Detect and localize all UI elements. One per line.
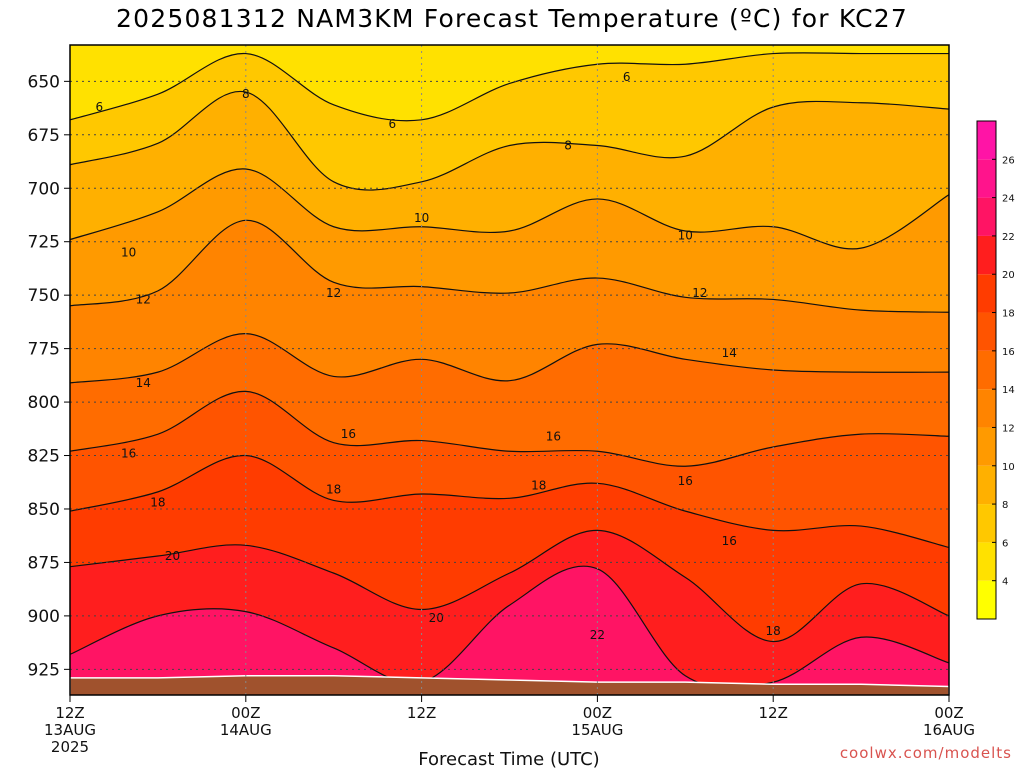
colorbar-segment [977, 350, 996, 390]
y-tick-label: 725 [28, 233, 60, 253]
colorbar: 4 6 8 10 12 14 16 18 20 22 24 26 [976, 120, 1015, 620]
x-tick-date: 13AUG [44, 721, 96, 739]
contour-label: 10 [678, 228, 693, 242]
colorbar-segment [977, 235, 996, 275]
contour-label: 12 [136, 292, 151, 306]
isotherm-16 [70, 390, 949, 467]
y-tick-label: 650 [28, 72, 60, 92]
y-tick-label: 825 [28, 447, 60, 467]
contour-label: 18 [766, 624, 781, 638]
contour-label: 20 [165, 549, 180, 563]
colorbar-segment [977, 159, 996, 198]
colorbar-frame [976, 120, 997, 620]
colorbar-segment [977, 274, 996, 313]
isotherm-8 [70, 90, 949, 191]
contour-label: 10 [414, 211, 429, 225]
isotherm-22 [70, 565, 949, 690]
credit-link[interactable]: coolwx.com/modelts [839, 744, 1012, 762]
colorbar-segment [977, 427, 996, 466]
isotherm-12 [70, 219, 949, 313]
contour-label: 22 [590, 628, 605, 642]
contour-label: 10 [121, 245, 136, 259]
contour-label: 6 [388, 117, 396, 131]
colorbar-tick-label: 24 [1002, 194, 1015, 205]
colorbar-tick-label: 4 [1002, 577, 1008, 588]
x-tick-date: 16AUG [923, 721, 975, 739]
x-tick-label: 00Z [231, 704, 260, 722]
contour-label: 12 [326, 286, 341, 300]
gridlines [69, 45, 950, 695]
contour-label: 16 [678, 474, 693, 488]
isotherm-18 [70, 454, 949, 549]
temp-band-above-22 [70, 566, 949, 695]
colorbar-segment [977, 580, 996, 619]
isotherm-20 [70, 529, 949, 643]
colorbar-segment [977, 121, 996, 160]
y-tick-label: 775 [28, 340, 60, 360]
plot-frame [69, 44, 950, 696]
contour-label: 18 [150, 496, 165, 510]
x-tick-date: 15AUG [571, 721, 623, 739]
colorbar-segment [977, 542, 996, 581]
chart-title: 2025081312 NAM3KM Forecast Temperature (… [116, 4, 908, 33]
contour-label: 20 [429, 611, 444, 625]
x-tick-date: 14AUG [220, 721, 272, 739]
contour-label: 8 [564, 138, 572, 152]
y-tick-label: 700 [28, 179, 60, 199]
colorbar-segment [977, 312, 996, 351]
contour-label: 18 [326, 483, 341, 497]
y-tick-label: 925 [28, 660, 60, 680]
y-tick-label: 750 [28, 286, 60, 306]
contour-label: 6 [623, 70, 631, 84]
colorbar-tick-label: 6 [1002, 538, 1008, 549]
x-tick-label: 00Z [583, 704, 612, 722]
x-axis-title: Forecast Time (UTC) [418, 749, 599, 768]
y-tick-label: 850 [28, 500, 60, 520]
colorbar-tick-label: 22 [1002, 232, 1015, 243]
x-tick-label: 12Z [759, 704, 788, 722]
x-tick-label: 00Z [934, 704, 963, 722]
y-axis: 650 675 700 725 750 775 800 825 850 875 900 925 [28, 72, 70, 680]
colorbar-segment [977, 197, 996, 236]
isotherm-6 [70, 52, 949, 122]
contour-label: 16 [341, 427, 356, 441]
colorbar-tick-label: 8 [1002, 500, 1008, 511]
colorbar-tick-label: 14 [1002, 385, 1015, 396]
contour-label: 12 [692, 286, 707, 300]
colorbar-tick-label: 26 [1002, 155, 1015, 166]
y-tick-label: 675 [28, 126, 60, 146]
contour-label: 14 [722, 346, 737, 360]
colorbar-tick-label: 20 [1002, 270, 1015, 281]
contour-label: 16 [722, 534, 737, 548]
colorbar-tick-label: 12 [1002, 423, 1015, 434]
ground-surface [70, 675, 949, 695]
plot-area: 6866810101012121214141616161616181818182… [70, 45, 949, 695]
x-tick-label: 12Z [55, 704, 84, 722]
colorbar-segment [977, 465, 996, 505]
x-tick-year: 2025 [51, 738, 89, 756]
colorbar-segment [977, 389, 996, 428]
isotherm-14 [70, 333, 949, 384]
contour-label: 16 [121, 446, 136, 460]
isotherm-10 [70, 168, 949, 250]
colorbar-segment [977, 504, 996, 543]
contour-label: 18 [531, 478, 546, 492]
contour-label: 14 [136, 376, 151, 390]
colorbar-tick-label: 16 [1002, 347, 1015, 358]
colorbar-tick-label: 10 [1002, 462, 1015, 473]
contour-label: 6 [95, 100, 103, 114]
colorbar-tick-label: 18 [1002, 309, 1015, 320]
y-tick-label: 900 [28, 607, 60, 627]
y-tick-label: 875 [28, 553, 60, 573]
y-tick-label: 800 [28, 393, 60, 413]
x-tick-label: 12Z [407, 704, 436, 722]
contour-label: 16 [546, 429, 561, 443]
